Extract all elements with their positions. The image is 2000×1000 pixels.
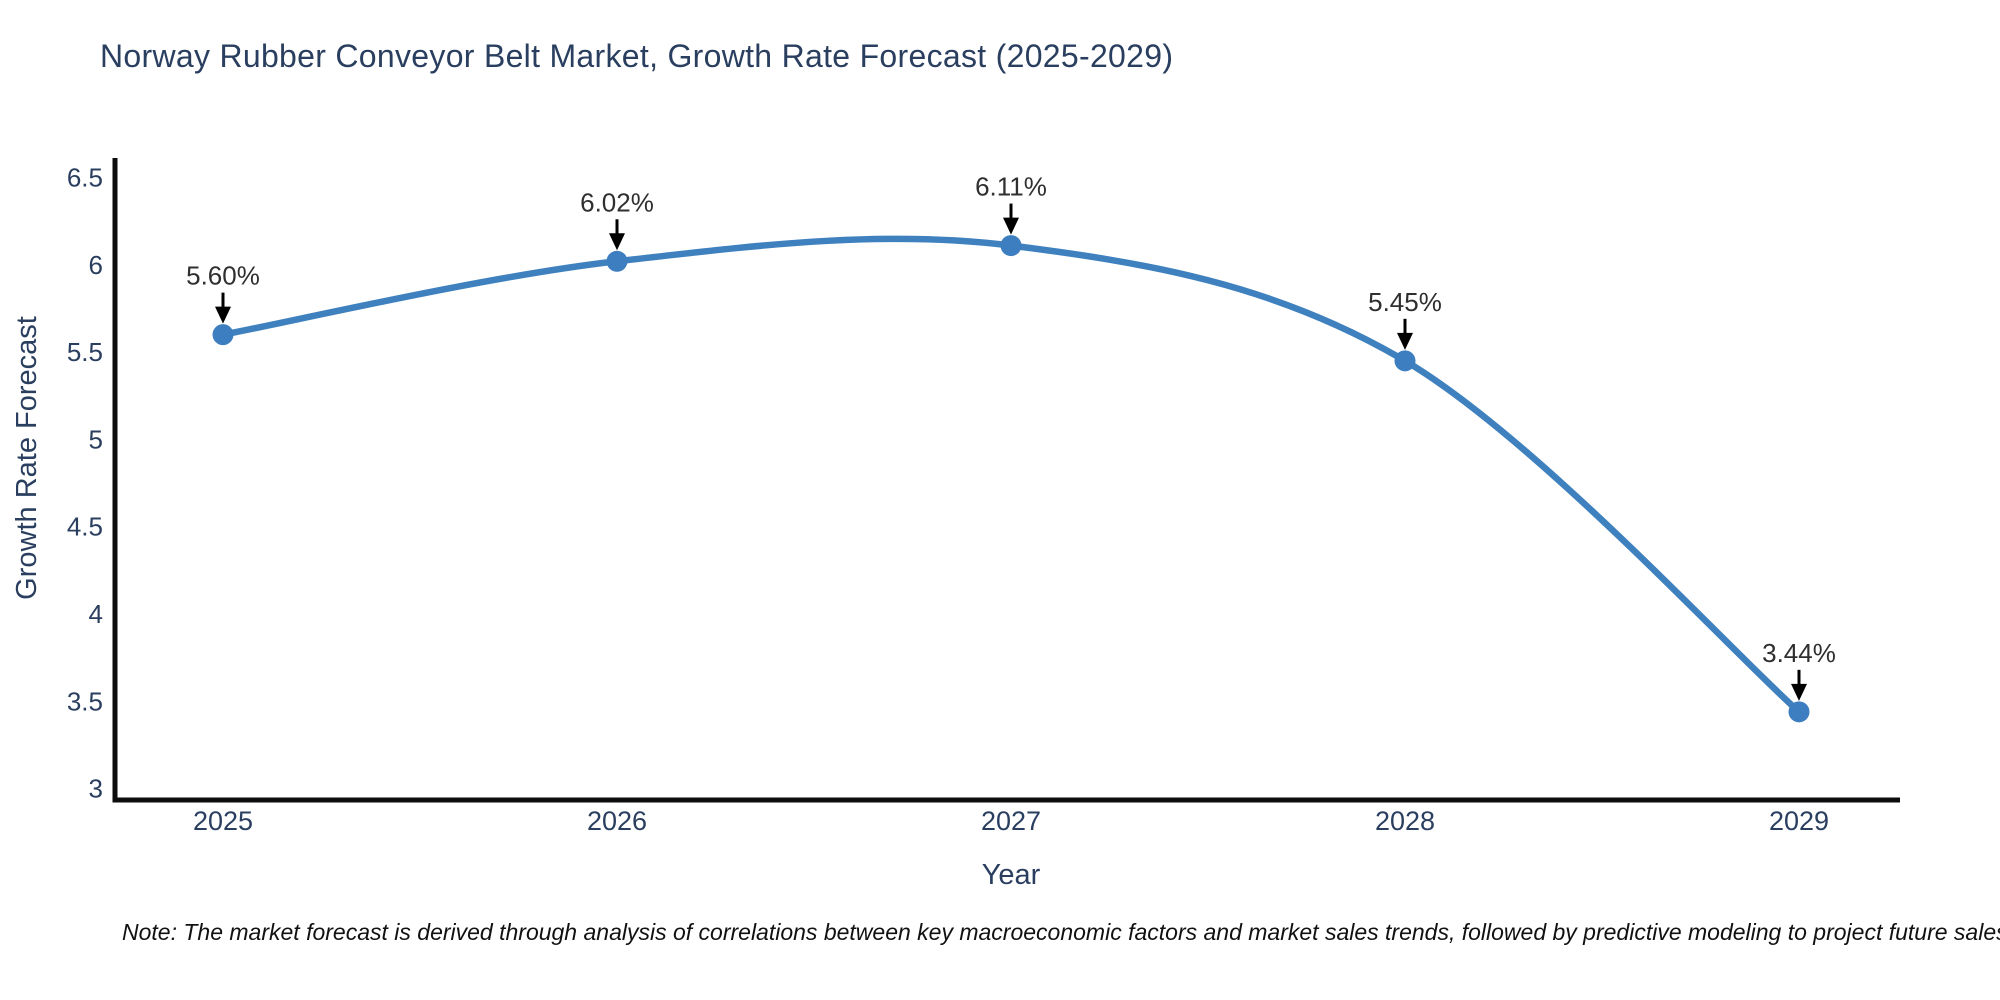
y-tick-4.5: 4.5 <box>67 512 103 542</box>
x-tick-2025: 2025 <box>193 806 253 836</box>
data-point-markers <box>212 235 1810 723</box>
footnote-text: Note: The market forecast is derived thr… <box>122 919 2000 945</box>
x-tick-2026: 2026 <box>587 806 647 836</box>
annotation-arrow-head <box>215 306 231 324</box>
y-axis-title: Growth Rate Forecast <box>11 316 43 600</box>
annotation-arrow-head <box>609 233 625 251</box>
annotation-label-2028: 5.45% <box>1368 287 1442 317</box>
annotation-2026: 6.02% <box>580 187 654 251</box>
y-tick-4: 4 <box>89 599 103 629</box>
x-tick-2027: 2027 <box>981 806 1041 836</box>
annotation-2025: 5.60% <box>186 261 260 324</box>
annotation-2027: 6.11% <box>975 172 1047 235</box>
y-tick-3: 3 <box>89 774 103 804</box>
x-tick-2029: 2029 <box>1769 806 1829 836</box>
x-tick-2028: 2028 <box>1375 806 1435 836</box>
y-tick-5.5: 5.5 <box>67 337 103 367</box>
annotation-label-2026: 6.02% <box>580 187 654 217</box>
chart-title: Norway Rubber Conveyor Belt Market, Grow… <box>100 38 1174 74</box>
annotation-label-2025: 5.60% <box>186 261 260 291</box>
point-annotations: 5.60% 6.02% 6.11% 5.45% 3.44% <box>186 172 1836 701</box>
data-point-2026 <box>606 250 628 272</box>
y-tick-3.5: 3.5 <box>67 686 103 716</box>
data-point-2027 <box>1000 235 1022 257</box>
data-point-2029 <box>1788 701 1810 723</box>
y-tick-6.5: 6.5 <box>67 162 103 192</box>
annotation-label-2029: 3.44% <box>1762 638 1836 668</box>
annotation-label-2027: 6.11% <box>975 172 1047 202</box>
y-tick-5: 5 <box>89 424 103 454</box>
annotation-arrow-head <box>1397 332 1413 350</box>
y-axis-tick-labels: 6.5 6 5.5 5 4.5 4 3.5 3 <box>67 162 103 803</box>
x-axis-tick-labels: 2025 2026 2027 2028 2029 <box>193 806 1829 836</box>
forecast-curve <box>219 235 1803 716</box>
annotation-arrow-head <box>1003 217 1019 235</box>
annotation-2028: 5.45% <box>1368 287 1442 350</box>
data-point-2028 <box>1394 350 1416 372</box>
annotation-arrow-head <box>1791 683 1807 701</box>
y-tick-6: 6 <box>89 250 103 280</box>
annotation-2029: 3.44% <box>1762 638 1836 701</box>
x-axis-title: Year <box>982 859 1041 891</box>
forecast-curve-group <box>219 235 1803 716</box>
data-point-2025 <box>212 324 234 346</box>
